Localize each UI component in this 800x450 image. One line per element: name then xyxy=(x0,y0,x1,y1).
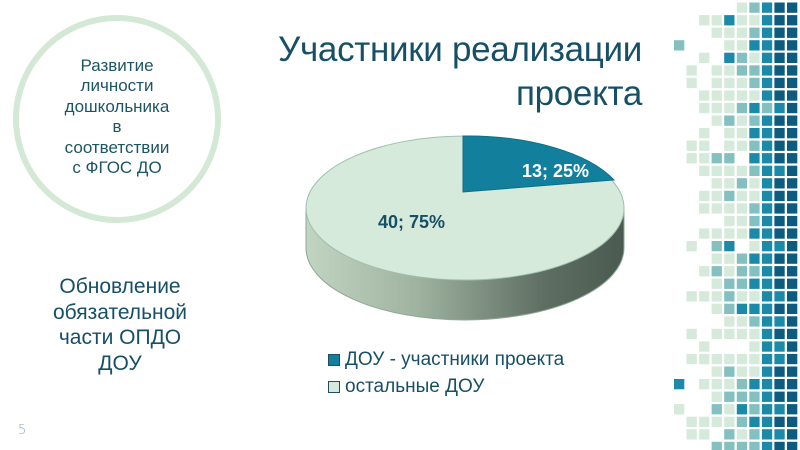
legend-label: остальные ДОУ xyxy=(345,375,485,397)
legend-item-others: остальные ДОУ xyxy=(328,373,564,400)
legend-swatch-others xyxy=(328,380,340,393)
label-others: 40; 75% xyxy=(378,212,445,232)
chart-legend: ДОУ - участники проекта остальные ДОУ xyxy=(328,346,564,400)
label-participants: 13; 25% xyxy=(522,161,589,181)
circle-text: Развитие личности дошкольника в соответс… xyxy=(64,55,170,178)
page-number: 5 xyxy=(18,423,27,438)
legend-label: ДОУ - участники проекта xyxy=(345,348,565,370)
slide-title: Участники реализации проекта xyxy=(278,30,642,113)
left-caption: Обновление обязательной части ОПДО ДОУ xyxy=(52,275,188,375)
legend-swatch-participants xyxy=(328,353,340,366)
pie-slice-participants xyxy=(462,135,616,193)
legend-item-participants: ДОУ - участники проекта xyxy=(328,346,564,373)
pie-chart: 13; 25% 40; 75% xyxy=(305,135,625,321)
topic-circle: Развитие личности дошкольника в соответс… xyxy=(13,15,221,223)
